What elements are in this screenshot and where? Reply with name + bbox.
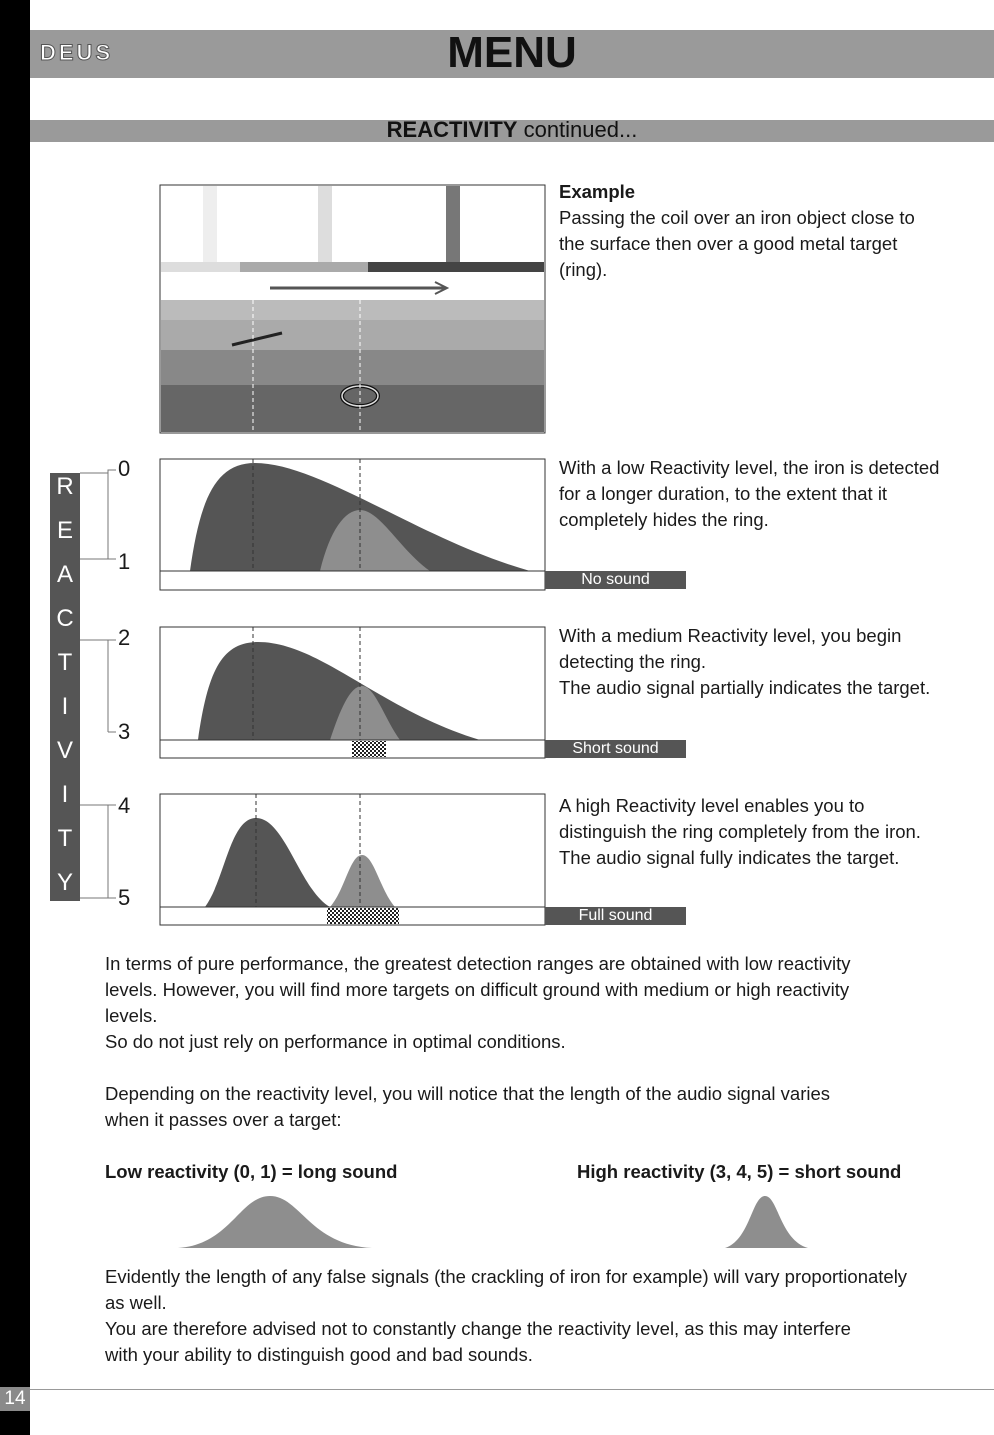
example-heading: Example: [559, 181, 636, 202]
body-line: levels. However, you will find more targ…: [105, 979, 850, 1000]
scale-level: 2: [118, 625, 131, 650]
panel-medium: [159, 626, 686, 759]
panel-label: Full sound: [578, 907, 653, 924]
scale-level: 5: [118, 885, 131, 910]
panel-line: With a medium Reactivity level, you begi…: [559, 625, 902, 646]
scale-letter: I: [61, 693, 69, 720]
body-line: So do not just rely on performance in op…: [105, 1031, 566, 1052]
page-number: 14: [0, 1387, 30, 1411]
high-label: High reactivity (3, 4, 5) = short sound: [577, 1161, 902, 1182]
scale-letter: A: [56, 561, 73, 588]
closing-line: Evidently the length of any false signal…: [105, 1266, 908, 1287]
section-bar: [30, 120, 994, 142]
closing-line: with your ability to distinguish good an…: [105, 1344, 533, 1365]
scale-level: 3: [118, 719, 131, 744]
panel-line: With a low Reactivity level, the iron is…: [559, 457, 940, 478]
scale-level: 4: [118, 793, 131, 818]
scale-letter: C: [56, 605, 74, 632]
body-line: when it passes over a target:: [105, 1109, 342, 1130]
scale-level: 0: [118, 456, 131, 481]
header-bar: [30, 30, 994, 78]
panel-line: The audio signal fully indicates the tar…: [559, 847, 900, 868]
sound-curves: [178, 1196, 808, 1248]
logo: DEUS: [39, 40, 114, 66]
panel-label: No sound: [581, 571, 650, 588]
body-line: levels.: [105, 1005, 158, 1026]
example-illustration: [159, 184, 546, 434]
example-line: Passing the coil over an iron object clo…: [559, 207, 915, 228]
scale-letter: I: [61, 781, 69, 808]
panel-high: [159, 793, 686, 926]
panel-label: Short sound: [572, 740, 659, 757]
scale-letter: E: [56, 517, 73, 544]
scale-letter: T: [57, 825, 73, 852]
header-title: MENU: [447, 28, 577, 77]
section-title: REACTIVITY continued...: [30, 117, 994, 143]
scale-letter: Y: [56, 869, 73, 896]
scale-letter: R: [56, 473, 74, 500]
section-subtitle: continued...: [523, 117, 638, 142]
section-title-bold: REACTIVITY: [386, 117, 518, 142]
body-line: Depending on the reactivity level, you w…: [105, 1083, 831, 1104]
reactivity-scale: [50, 469, 116, 901]
body-line: In terms of pure performance, the greate…: [105, 953, 851, 974]
panel-line: detecting the ring.: [559, 651, 707, 672]
low-label: Low reactivity (0, 1) = long sound: [105, 1161, 398, 1182]
panel-line: completely hides the ring.: [559, 509, 769, 530]
example-line: (ring).: [559, 259, 608, 280]
closing-line: as well.: [105, 1292, 167, 1313]
scale-letter: V: [56, 737, 73, 764]
panel-line: distinguish the ring completely from the…: [559, 821, 921, 842]
panel-line: The audio signal partially indicates the…: [559, 677, 931, 698]
example-line: the surface then over a good metal targe…: [559, 233, 898, 254]
scale-level: 1: [118, 549, 131, 574]
panel-line: for a longer duration, to the extent tha…: [559, 483, 888, 504]
footer-rule: [30, 1389, 994, 1390]
panel-line: A high Reactivity level enables you to: [559, 795, 865, 816]
panel-low: [159, 458, 686, 591]
scale-letter: T: [57, 649, 73, 676]
closing-line: You are therefore advised not to constan…: [105, 1318, 851, 1339]
side-bar: [0, 0, 30, 1435]
